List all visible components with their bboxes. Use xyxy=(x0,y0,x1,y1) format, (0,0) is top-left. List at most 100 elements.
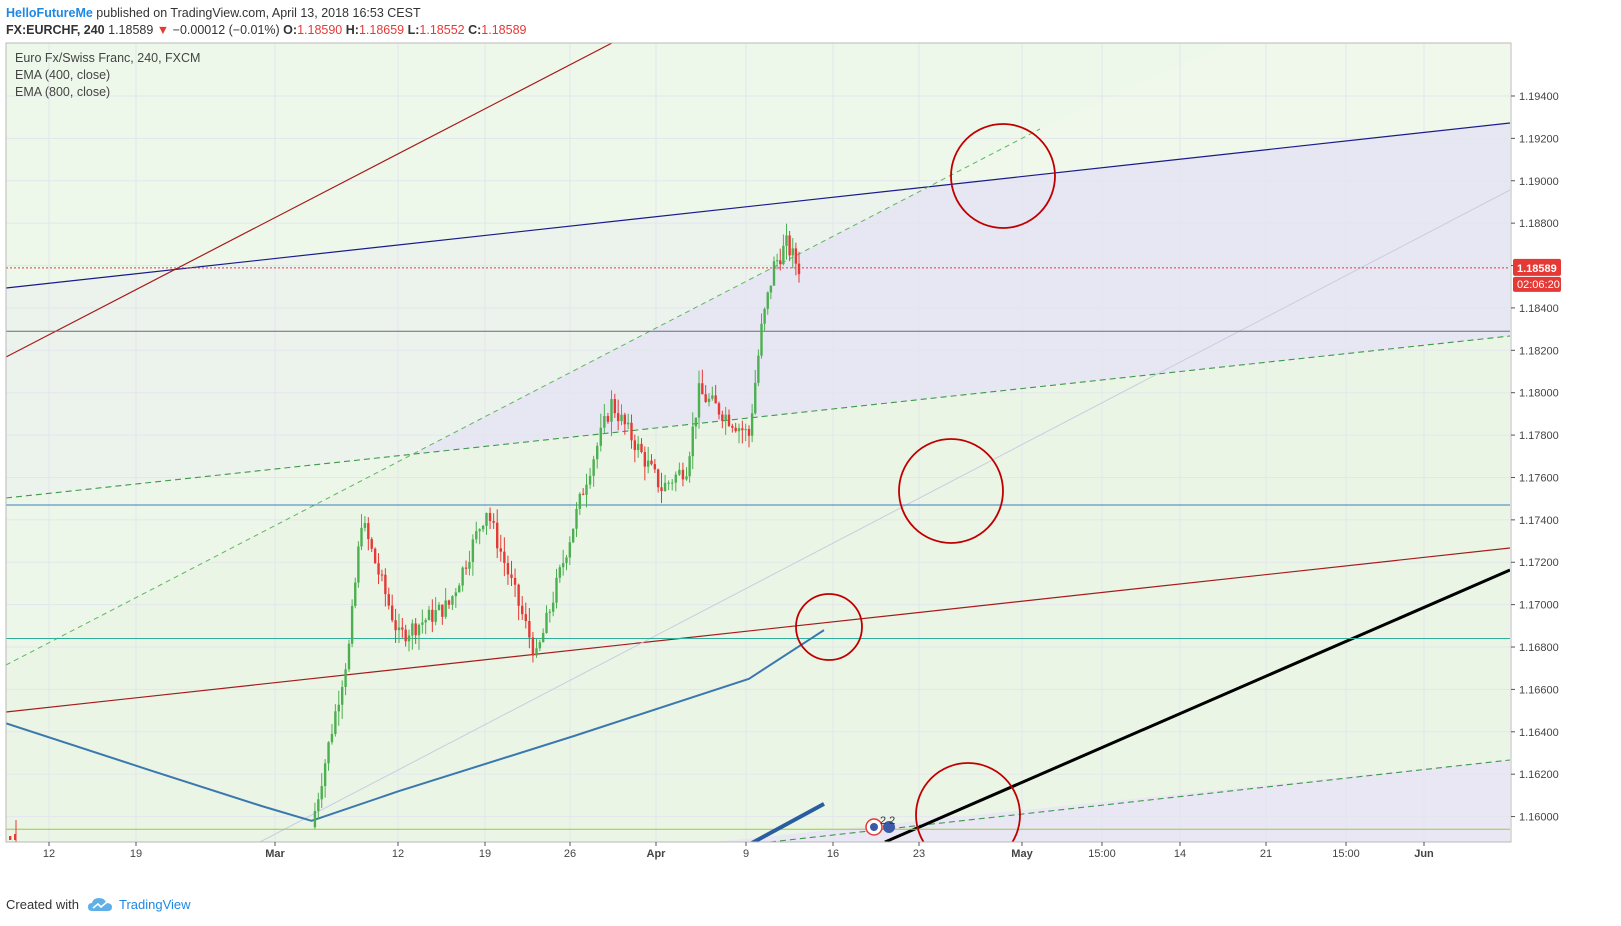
annotation-circle xyxy=(915,762,1021,842)
candle-body xyxy=(671,482,674,484)
candle-body xyxy=(650,460,653,465)
tradingview-link[interactable]: TradingView xyxy=(118,897,191,912)
candle-body xyxy=(616,413,620,422)
candle-body xyxy=(347,643,351,670)
candle-body xyxy=(417,624,421,636)
time-tick-label: Mar xyxy=(265,848,285,860)
candle-body xyxy=(561,563,565,568)
candle-body xyxy=(558,567,562,578)
candle-body xyxy=(320,786,323,800)
candle-body xyxy=(394,620,397,631)
candle-body xyxy=(317,799,320,811)
legend-ema-800[interactable]: EMA (800, close) xyxy=(15,85,111,99)
candle-body xyxy=(578,493,582,509)
candle-body xyxy=(555,577,558,603)
candle-body xyxy=(620,414,623,422)
candle-body xyxy=(488,512,492,522)
candle-body xyxy=(571,528,575,543)
candle-body xyxy=(626,422,630,425)
candle-body xyxy=(513,577,517,585)
candle-body xyxy=(757,355,760,383)
candle-body xyxy=(779,260,782,265)
candle-body xyxy=(797,263,801,275)
current-price-badge xyxy=(1513,258,1561,276)
candle-body xyxy=(380,574,384,576)
candle-body xyxy=(334,711,337,734)
candle-body xyxy=(656,469,660,488)
candle-body xyxy=(704,394,707,402)
candle-body xyxy=(596,445,599,460)
open-value: 1.18590 xyxy=(297,23,343,37)
candle-body xyxy=(772,261,776,286)
time-tick-label: 9 xyxy=(743,848,749,860)
green-dashed-channel xyxy=(6,335,1510,499)
down-arrow-icon: ▼ xyxy=(156,23,170,37)
price-tick-label: 1.16800 xyxy=(1519,642,1559,654)
candle-body xyxy=(387,594,390,606)
candle-body xyxy=(354,582,357,606)
price-tick-label: 1.19200 xyxy=(1519,133,1559,145)
price-tick-label: 1.17400 xyxy=(1519,515,1559,527)
candle-body xyxy=(633,440,637,451)
candle-body xyxy=(14,834,17,840)
time-tick-label: 12 xyxy=(392,848,404,860)
candle-body xyxy=(541,633,545,643)
candle-body xyxy=(478,529,481,532)
candle-body xyxy=(330,733,334,743)
candle-body xyxy=(344,669,347,688)
candle-body xyxy=(581,493,585,495)
candle-body xyxy=(357,546,360,583)
candle-body xyxy=(667,482,670,484)
time-tick-label: 16 xyxy=(827,848,839,860)
candle-body xyxy=(588,475,592,485)
candle-body xyxy=(775,260,779,262)
candle-body xyxy=(747,428,751,436)
symbol-name: FX:EURCHF, 240 xyxy=(6,23,105,37)
price-tick-label: 1.17800 xyxy=(1519,430,1559,442)
black-support-trendline xyxy=(884,568,1510,842)
created-with-text: Created with xyxy=(6,897,79,912)
candle-body xyxy=(691,426,694,457)
candle-body xyxy=(373,548,377,564)
candle-body xyxy=(769,285,773,293)
price-tick-label: 1.16200 xyxy=(1519,769,1559,781)
plot-frame xyxy=(5,42,1512,843)
candle-body xyxy=(454,592,458,597)
candle-body xyxy=(535,648,538,656)
price-tick-label: 1.17200 xyxy=(1519,557,1559,569)
author-link[interactable]: HelloFutureMe xyxy=(6,6,93,20)
candle-body xyxy=(630,422,633,441)
time-tick-label: 12 xyxy=(43,848,55,860)
candle-body xyxy=(763,308,766,324)
candle-body xyxy=(323,763,327,787)
close-label: C: xyxy=(468,23,482,37)
candle-body xyxy=(688,456,691,477)
candle-body xyxy=(660,487,663,491)
candle-body xyxy=(461,567,464,586)
price-tick-label: 1.19000 xyxy=(1519,176,1559,188)
candle-body xyxy=(731,425,734,428)
candle-body xyxy=(434,610,437,622)
candle-body xyxy=(737,428,741,432)
legend-ema-400[interactable]: EMA (400, close) xyxy=(15,68,111,82)
price-tick-label: 1.16600 xyxy=(1519,684,1559,696)
candle-body xyxy=(481,525,485,530)
event-count: 2 2 xyxy=(880,815,895,827)
candle-body xyxy=(663,482,667,491)
candle-body xyxy=(441,604,444,617)
candle-body xyxy=(506,563,510,575)
candle-body xyxy=(524,614,527,622)
candle-body xyxy=(360,527,363,547)
candle-body xyxy=(503,551,506,564)
candle-body xyxy=(791,248,794,256)
time-tick-label: 21 xyxy=(1260,848,1272,860)
time-tick-label: Apr xyxy=(647,848,667,860)
candle-body xyxy=(363,523,367,528)
candle-body xyxy=(401,627,404,630)
candle-body xyxy=(510,574,513,578)
publish-header: HelloFutureMe published on TradingView.c… xyxy=(6,4,421,22)
grey-diagonal-line xyxy=(259,189,1510,842)
candle-body xyxy=(750,413,754,436)
legend-title: Euro Fx/Swiss Franc, 240, FXCM xyxy=(15,51,201,65)
